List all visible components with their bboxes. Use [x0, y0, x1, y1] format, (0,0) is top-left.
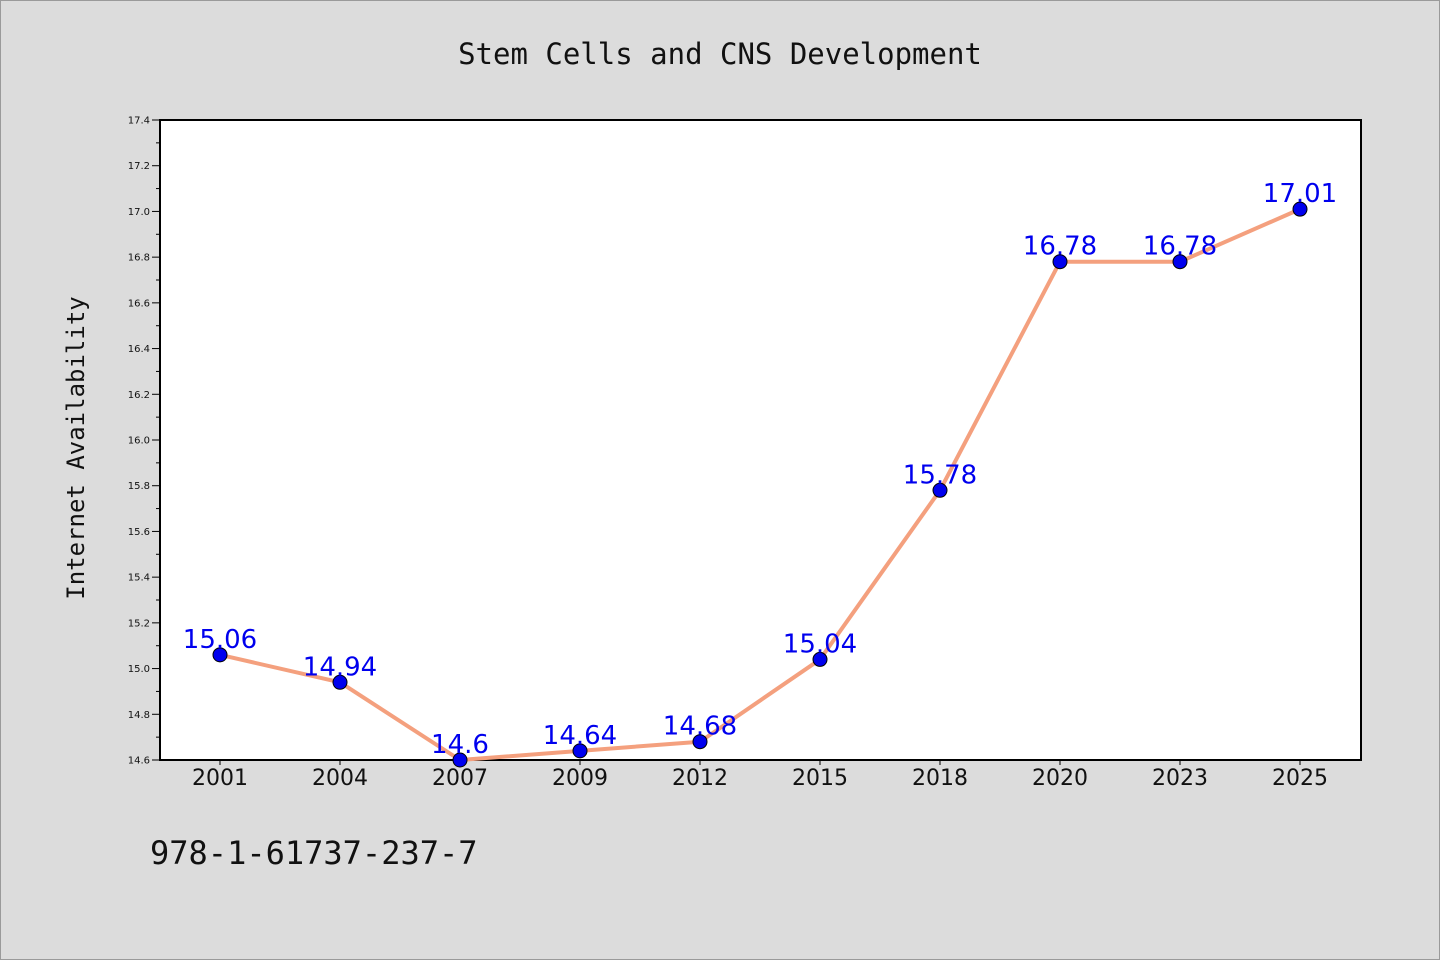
data-label: 15.06	[183, 625, 257, 655]
x-tick-label: 2025	[1272, 766, 1328, 791]
x-tick-label: 2020	[1032, 766, 1088, 791]
data-label-group: 15.06 14.94 14.6 14.64 14.68 15.04 15.78 16.78 1…	[183, 179, 1337, 760]
x-tick-label: 2015	[792, 766, 848, 791]
footer-isbn: 978-1-61737-237-7	[150, 834, 478, 872]
y-tick-label: 15.6	[128, 527, 150, 538]
x-tick-label: 2023	[1152, 766, 1208, 791]
y-tick-label: 14.6	[128, 756, 150, 767]
series-line-group	[212, 201, 1308, 768]
x-tick-label: 2007	[432, 766, 488, 791]
data-label: 15.78	[903, 460, 977, 490]
y-tick-label: 17.0	[128, 207, 150, 218]
y-tick-label: 16.2	[128, 390, 150, 401]
y-tick-label: 15.4	[128, 573, 150, 584]
data-point[interactable]	[1172, 254, 1188, 270]
plot-area	[159, 119, 1362, 761]
data-label: 14.68	[663, 712, 737, 742]
y-tick-label: 15.2	[128, 618, 150, 629]
chart-title: Stem Cells and CNS Development	[458, 37, 982, 71]
x-axis: 2001 2004 2007 2009 2012 2015 2018 2020 2023 2025	[192, 760, 1328, 791]
data-point[interactable]	[332, 674, 348, 690]
x-tick-label: 2009	[552, 766, 608, 791]
y-tick-label: 14.8	[128, 710, 150, 721]
y-tick-label: 16.6	[128, 298, 150, 309]
data-label: 17.01	[1263, 179, 1337, 209]
y-tick-label: 17.2	[128, 161, 150, 172]
data-label: 14.64	[543, 721, 617, 751]
data-label: 15.04	[783, 629, 857, 659]
x-tick-label: 2004	[312, 766, 368, 791]
data-label: 16.78	[1143, 232, 1217, 262]
y-axis: 14.6 14.8 15.0 15.2 15.4 15.6 15.8 16.0 16.2 16.4…	[128, 116, 160, 767]
data-point[interactable]	[572, 743, 588, 759]
y-tick-label: 16.8	[128, 253, 150, 264]
data-point[interactable]	[452, 752, 468, 768]
data-point[interactable]	[1292, 201, 1308, 217]
data-point[interactable]	[692, 734, 708, 750]
y-tick-label: 15.8	[128, 481, 150, 492]
y-tick-label: 15.0	[128, 664, 150, 675]
x-tick-label: 2001	[192, 766, 248, 791]
x-tick-label: 2012	[672, 766, 728, 791]
x-tick-label: 2018	[912, 766, 968, 791]
data-point[interactable]	[212, 647, 228, 663]
data-label: 14.6	[431, 730, 489, 760]
data-point[interactable]	[1052, 254, 1068, 270]
y-tick-label: 16.4	[128, 344, 150, 355]
data-point[interactable]	[932, 482, 948, 498]
series-line	[218, 207, 1302, 762]
data-label: 14.94	[303, 652, 377, 682]
y-tick-label: 17.4	[128, 116, 150, 127]
data-label: 16.78	[1023, 232, 1097, 262]
data-point[interactable]	[812, 651, 828, 667]
y-axis-label: Internet Availability	[62, 296, 90, 599]
y-tick-label: 16.0	[128, 436, 150, 447]
